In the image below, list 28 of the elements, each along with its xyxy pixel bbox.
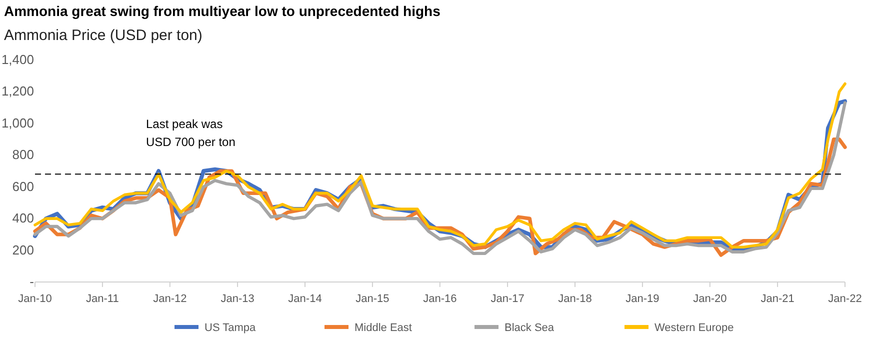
x-tick-label: Jan-13 xyxy=(220,293,254,305)
x-tick-label: Jan-18 xyxy=(558,293,592,305)
x-tick-label: Jan-21 xyxy=(760,293,794,305)
y-tick-label: - xyxy=(30,274,34,289)
x-tick-label: Jan-17 xyxy=(490,293,524,305)
x-tick-label: Jan-20 xyxy=(693,293,727,305)
x-tick-label: Jan-14 xyxy=(288,293,322,305)
y-tick-label: 1,400 xyxy=(1,52,34,67)
y-axis-title: Ammonia Price (USD per ton) xyxy=(4,27,202,44)
x-tick-label: Jan-22 xyxy=(828,293,862,305)
legend-label: Western Europe xyxy=(654,322,734,334)
x-tick-label: Jan-12 xyxy=(153,293,187,305)
chart-title: Ammonia great swing from multiyear low to unprecedented highs xyxy=(4,3,441,19)
y-tick-label: 800 xyxy=(12,147,34,162)
y-tick-label: 200 xyxy=(12,242,34,258)
y-tick-label: 600 xyxy=(12,178,34,194)
legend-label: Middle East xyxy=(354,322,412,334)
x-tick-label: Jan-11 xyxy=(86,293,119,305)
x-tick-label: Jan-16 xyxy=(423,293,457,305)
legend-label: Black Sea xyxy=(504,322,555,334)
x-tick-label: Jan-10 xyxy=(18,293,52,305)
x-tick-label: Jan-19 xyxy=(626,293,660,305)
y-tick-label: 1,200 xyxy=(1,84,34,99)
x-tick-label: Jan-15 xyxy=(356,293,390,305)
y-tick-label: 1,000 xyxy=(1,115,34,130)
y-tick-label: 400 xyxy=(12,210,34,226)
annotation: Last peak was USD 700 per ton xyxy=(146,117,236,149)
legend-label: US Tampa xyxy=(204,322,257,334)
